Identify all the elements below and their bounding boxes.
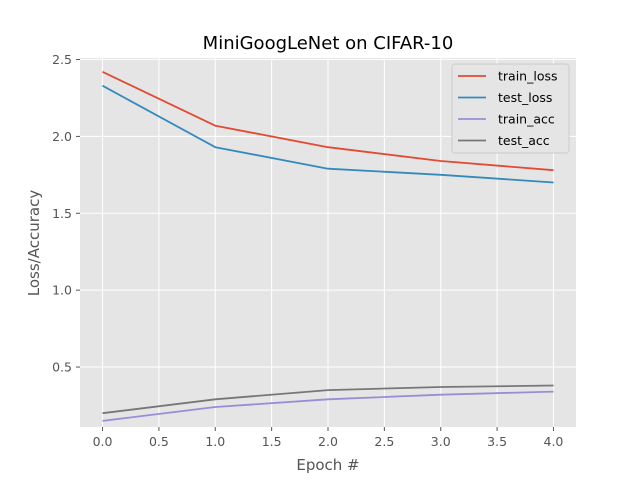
x-tick-label: 2.5	[374, 434, 394, 449]
series-line-test-loss	[102, 84, 554, 184]
y-tick-label: 2.5	[52, 52, 72, 67]
y-tick-label: 1.0	[52, 283, 72, 298]
x-tick-label: 1.0	[205, 434, 225, 449]
legend-entry: train_loss	[498, 69, 558, 84]
series-line-test-acc	[102, 384, 554, 415]
legend-entry: test_loss	[498, 90, 552, 105]
series-lines	[102, 70, 554, 422]
x-tick-label: 0.5	[149, 434, 169, 449]
x-axis-label: Epoch #	[296, 456, 359, 474]
y-tick-label: 2.0	[52, 129, 72, 144]
legend: train_loss test_loss train_acc test_acc	[451, 63, 570, 154]
y-tick-label: 0.5	[52, 360, 72, 375]
x-tick-label: 0.0	[93, 434, 113, 449]
legend-box	[451, 63, 570, 154]
series-line-train-loss	[102, 70, 554, 172]
x-tick-label: 3.5	[487, 434, 507, 449]
legend-entry: test_acc	[498, 133, 550, 148]
x-axis: 0.0 0.5 1.0 1.5 2.0 2.5 3.0 3.5 4.0	[93, 427, 564, 449]
chart-title: MiniGoogLeNet on CIFAR-10	[203, 33, 454, 54]
y-axis-label: Loss/Accuracy	[25, 190, 43, 297]
x-tick-label: 3.0	[431, 434, 451, 449]
x-tick-label: 1.5	[262, 434, 282, 449]
x-tick-label: 4.0	[544, 434, 564, 449]
x-tick-label: 2.0	[318, 434, 338, 449]
y-tick-label: 1.5	[52, 206, 72, 221]
legend-entry: train_acc	[498, 112, 555, 127]
y-axis: 0.5 1.0 1.5 2.0 2.5	[52, 52, 80, 375]
series-line-train-acc	[102, 390, 554, 422]
